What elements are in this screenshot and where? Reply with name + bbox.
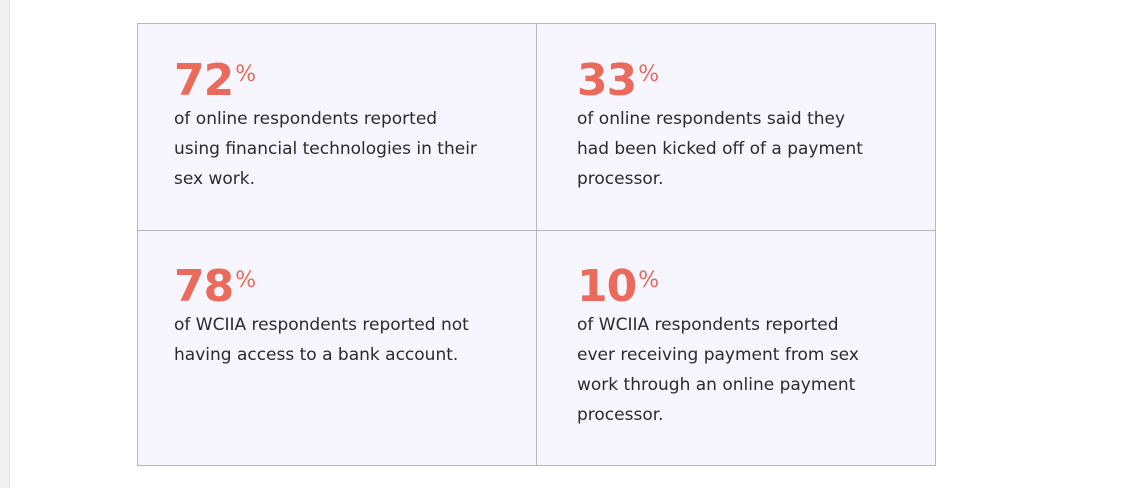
stat-number: 78%: [174, 264, 534, 310]
stat-text: using financial technologies in their: [174, 139, 477, 159]
stat-number: 72%: [174, 58, 534, 104]
stat-number: 33%: [577, 58, 937, 104]
stat-text: processor.: [577, 405, 664, 425]
stat-cell: 72% of online respondents reported using f…: [174, 58, 534, 194]
stat-text: of WCIIA respondents reported not: [174, 315, 469, 335]
stat-text: processor.: [577, 169, 664, 189]
stat-unit: %: [638, 62, 660, 87]
stat-unit: %: [638, 268, 660, 293]
stat-number: 10%: [577, 264, 937, 310]
stat-cell: 10% of WCIIA respondents reported ever rec…: [577, 264, 937, 430]
divider: [138, 230, 935, 231]
divider: [536, 24, 537, 465]
stat-text: had been kicked off of a payment: [577, 139, 863, 159]
stat-cell: 33% of online respondents said they had be…: [577, 58, 937, 194]
stat-value: 33: [577, 55, 637, 106]
stat-text: of online respondents reported: [174, 109, 438, 129]
stat-text: work through an online payment: [577, 375, 856, 395]
stat-cell: 78% of WCIIA respondents reported not havi…: [174, 264, 534, 370]
stat-text: sex work.: [174, 169, 256, 189]
stat-grid: 72% of online respondents reported using f…: [137, 23, 936, 466]
stat-text: of online respondents said they: [577, 109, 846, 129]
stat-unit: %: [235, 62, 257, 87]
stat-value: 10: [577, 261, 637, 312]
stat-text: ever receiving payment from sex: [577, 345, 859, 365]
stat-unit: %: [235, 268, 257, 293]
page-edge: [0, 0, 10, 488]
stat-value: 78: [174, 261, 234, 312]
stat-text: having access to a bank account.: [174, 345, 459, 365]
stat-value: 72: [174, 55, 234, 106]
stat-text: of WCIIA respondents reported: [577, 315, 839, 335]
